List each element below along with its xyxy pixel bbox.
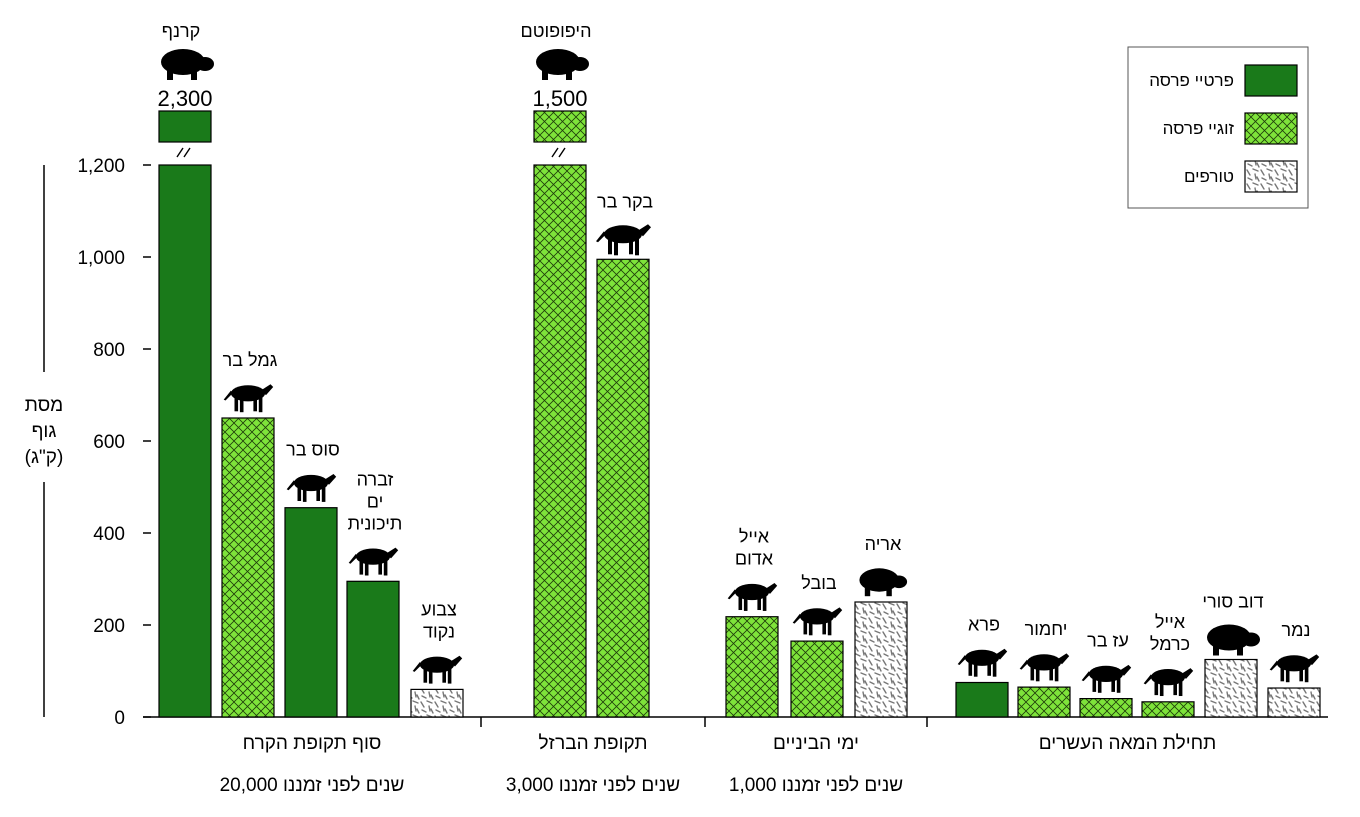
y-tick-label: 0	[114, 708, 125, 729]
bar	[158, 164, 212, 718]
horse-icon	[286, 474, 337, 502]
y-tick-label: 1,000	[77, 248, 125, 269]
legend-swatch	[1244, 64, 1298, 97]
bar	[533, 164, 587, 718]
bar-category-label: בובל	[801, 573, 837, 593]
axis-break-mark	[176, 147, 191, 158]
bar-category-label: קרנף	[162, 21, 200, 41]
y-tick-label: 800	[93, 340, 125, 361]
bar	[725, 616, 779, 718]
bar	[1079, 697, 1133, 718]
legend-label: זוגיי פרסה	[1163, 119, 1235, 138]
ibex-icon	[1081, 664, 1132, 693]
bar	[854, 601, 908, 718]
bar	[1204, 658, 1258, 718]
bar	[1141, 701, 1195, 718]
legend: פרטיי פרסה זוגיי פרסה טורפים	[1127, 46, 1309, 209]
lion-icon	[859, 568, 908, 597]
bar-category-label: כרמל	[1150, 634, 1190, 654]
bar-break-cap	[158, 110, 212, 143]
bar	[955, 681, 1009, 718]
legend-swatch	[1244, 160, 1298, 193]
bar	[346, 580, 400, 718]
period-label: סוף תקופת הקרח	[243, 733, 382, 754]
bar	[790, 640, 844, 718]
bar-category-label: סוס בר	[286, 440, 340, 460]
bar-category-label: אייל	[739, 527, 770, 547]
bar-category-label: אייל	[1155, 612, 1186, 632]
data-label: 1,500	[532, 86, 587, 111]
fallow-deer-icon	[1019, 653, 1070, 682]
bar-category-label: צבוע	[421, 599, 457, 619]
rhino-icon	[161, 49, 214, 80]
axes: מסת גוף (ק"ג) 0 200 400 600 800 1,000 1,200 סוף תק…	[25, 156, 1328, 796]
hippo-icon	[536, 49, 589, 80]
bar	[410, 688, 464, 718]
y-tick-label: 600	[93, 432, 125, 453]
bar-category-label: פרא	[968, 615, 1000, 635]
roe-deer-icon	[1143, 668, 1194, 697]
leopard-icon	[1269, 654, 1320, 683]
bear-icon	[1207, 624, 1260, 656]
bar-category-label: אדום	[735, 549, 774, 569]
zebra-icon	[348, 547, 399, 576]
time-label: 3,000 שנים לפני זמננו	[506, 775, 680, 796]
legend-swatch	[1244, 112, 1298, 145]
period-label: ימי הביניים	[773, 733, 859, 754]
bar-category-label: עז בר	[1087, 631, 1129, 651]
bar	[284, 507, 338, 718]
bar-category-label: ים	[367, 491, 384, 511]
legend-label: פרטיי פרסה	[1149, 71, 1234, 90]
bar-category-label: גמל בר	[223, 350, 278, 370]
red-deer-icon	[727, 583, 778, 611]
y-axis-label: (ק"ג)	[25, 447, 64, 468]
bar-category-label: יחמור	[1025, 619, 1068, 639]
bar-category-label: אריה	[865, 534, 902, 554]
period-label: תקופת הברזל	[538, 733, 647, 754]
y-tick-label: 1,200	[77, 156, 125, 177]
bar-category-label: זברה	[357, 469, 394, 489]
time-label: 1,000 שנים לפני זמננו	[729, 775, 903, 796]
bar	[1267, 687, 1321, 718]
y-axis-label: גוף	[32, 421, 57, 442]
y-tick-label: 400	[93, 524, 125, 545]
period-label: תחילת המאה העשרים	[1039, 733, 1217, 754]
bar	[596, 258, 650, 718]
bar-category-label: היפופוטם	[521, 21, 592, 41]
time-label: 20,000 שנים לפני זמננו	[220, 775, 405, 796]
aurochs-icon	[596, 224, 651, 256]
camel-icon	[223, 384, 274, 413]
bar-category-label: תיכונית	[348, 513, 403, 533]
legend-label: טורפים	[1184, 167, 1234, 186]
wild-ass-icon	[957, 648, 1008, 677]
bar	[1017, 686, 1071, 718]
hyena-icon	[412, 655, 463, 684]
bar	[221, 417, 275, 718]
bar-break-cap	[533, 110, 587, 143]
data-label: 2,300	[157, 86, 212, 111]
hartebeest-icon	[792, 607, 843, 636]
y-tick-label: 200	[93, 616, 125, 637]
bar-category-label: דוב סורי	[1202, 592, 1263, 612]
bar-category-label: נמר	[1282, 620, 1311, 640]
y-axis-label: מסת	[25, 395, 63, 416]
axis-break-mark	[551, 147, 566, 158]
bar-category-label: נקוד	[423, 621, 455, 641]
bar-category-label: בקר בר	[597, 191, 653, 211]
